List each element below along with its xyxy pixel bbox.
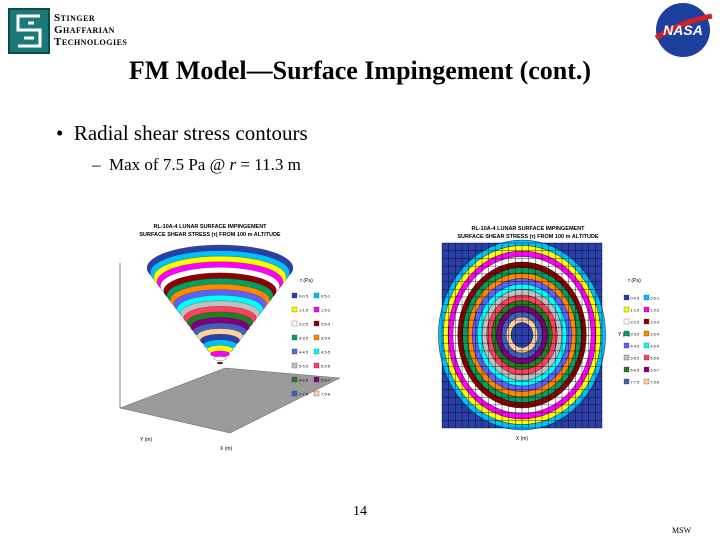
surface-plot: RL-10A-4 LUNAR SURFACE IMPINGEMENT SURFAC… [119, 224, 341, 452]
legend-label: 5-5.5 [631, 357, 640, 361]
legend-swatch [291, 362, 298, 369]
legend-label: 6.5-7 [651, 369, 660, 373]
legend-swatch [291, 390, 298, 397]
legend-swatch [313, 362, 320, 369]
figure-title: RL-10A-4 LUNAR SURFACE IMPINGEMENT [471, 226, 585, 232]
legend-swatch [623, 306, 630, 313]
legend-label: 5-5.5 [299, 364, 309, 369]
figure-title: RL-10A-4 LUNAR SURFACE IMPINGEMENT [153, 224, 267, 230]
logo-mark [8, 8, 50, 54]
axis-label: X (m) [220, 446, 233, 452]
axis-label: X (m) [516, 436, 529, 442]
legend-swatch [291, 320, 298, 327]
legend-swatch [643, 366, 650, 373]
legend-label: 1.5-2 [651, 309, 660, 313]
axis-label: Y (m) [140, 437, 152, 443]
legend-swatch [643, 330, 650, 337]
legend-swatch [313, 390, 320, 397]
legend-swatch [291, 376, 298, 383]
bullet-text: Radial shear stress contours [73, 121, 308, 145]
legend-swatch [643, 354, 650, 361]
nasa-text: NASA [663, 22, 703, 38]
legend-label: 6.5-7 [321, 378, 331, 383]
legend-swatch [291, 334, 298, 341]
legend-swatch [623, 366, 630, 373]
legend-label: 1-1.5 [631, 309, 640, 313]
legend-swatch [643, 294, 650, 301]
legend-label: 2-2.5 [631, 321, 640, 325]
surface-band [213, 356, 227, 361]
legend-swatch [643, 378, 650, 385]
legend-label: 4-4.5 [299, 350, 309, 355]
legend-swatch [623, 354, 630, 361]
legend-label: 3.5-4 [651, 333, 660, 337]
legend-swatch [643, 306, 650, 313]
legend-title: τ (Pa) [628, 278, 641, 284]
logo-line: Technologies [54, 36, 128, 48]
legend-swatch [313, 320, 320, 327]
bullet: • Radial shear stress contours [56, 121, 308, 145]
legend-label: 2.5-3 [651, 321, 660, 325]
sub-bullet-variable: r [229, 155, 237, 174]
legend-swatch [291, 306, 298, 313]
legend-swatch [623, 318, 630, 325]
legend-label: 0.5-1 [321, 294, 331, 299]
sub-bullet-text: Max of 7.5 Pa @ [109, 155, 230, 174]
legend-label: 7-7.5 [299, 392, 309, 397]
legend-label: 6-6.5 [299, 378, 309, 383]
legend-swatch [623, 378, 630, 385]
nasa-logo: NASA [654, 3, 713, 57]
legend-label: 1-1.5 [299, 308, 309, 313]
author: MSW [672, 526, 692, 535]
surface-band [216, 361, 224, 365]
legend-label: 3.5-4 [321, 336, 331, 341]
legend-swatch [623, 294, 630, 301]
figure-title: SURFACE SHEAR STRESS (τ) FROM 100 m ALTI… [457, 234, 599, 240]
slide-title: FM Model—Surface Impingement (cont.) [128, 56, 592, 85]
legend-label: 0-0.5 [631, 297, 640, 301]
surface-band [210, 350, 230, 358]
legend-swatch [623, 342, 630, 349]
sub-bullet: – Max of 7.5 Pa @ r = 11.3 m [92, 155, 301, 174]
logo-line: Ghaffarian [54, 24, 115, 36]
legend-label: 0-0.5 [299, 294, 309, 299]
legend-label: 4-4.5 [631, 345, 640, 349]
legend-swatch [313, 292, 320, 299]
legend-label: 7.5-8 [651, 381, 660, 385]
legend-swatch [291, 292, 298, 299]
legend-label: 2-2.5 [299, 322, 309, 327]
legend-swatch [623, 330, 630, 337]
legend-label: 6-6.5 [631, 369, 640, 373]
legend-label: 5.5-6 [321, 364, 331, 369]
legend-label: 2.5-3 [321, 322, 331, 327]
sub-bullet-text: = 11.3 m [236, 155, 301, 174]
legend-swatch [313, 376, 320, 383]
legend-label: 3-3.5 [631, 333, 640, 337]
legend-swatch [643, 318, 650, 325]
base-plane [119, 367, 341, 434]
legend-swatch [643, 342, 650, 349]
legend-swatch [313, 306, 320, 313]
logo-line: Stinger [54, 12, 96, 24]
contour-plot: RL-10A-4 LUNAR SURFACE IMPINGEMENT SURFAC… [438, 226, 660, 442]
figure-title: SURFACE SHEAR STRESS (τ) FROM 100 m ALTI… [139, 232, 281, 238]
legend-label: 4.5-5 [651, 345, 660, 349]
legend-title: τ (Pa) [300, 278, 313, 284]
legend-swatch [313, 334, 320, 341]
legend-swatch [313, 348, 320, 355]
legend-label: 4.5-5 [321, 350, 331, 355]
legend-swatch [291, 348, 298, 355]
legend-label: 7.5-8 [321, 392, 331, 397]
logo-text: Stinger Ghaffarian Technologies [54, 12, 127, 48]
legend-label: 1.5-2 [321, 308, 331, 313]
page-number: 14 [353, 504, 367, 519]
legend-label: 0.5-1 [651, 297, 660, 301]
legend-label: 7-7.5 [631, 381, 640, 385]
legend-label: 5.5-6 [651, 357, 660, 361]
legend-label: 3-3.5 [299, 336, 309, 341]
